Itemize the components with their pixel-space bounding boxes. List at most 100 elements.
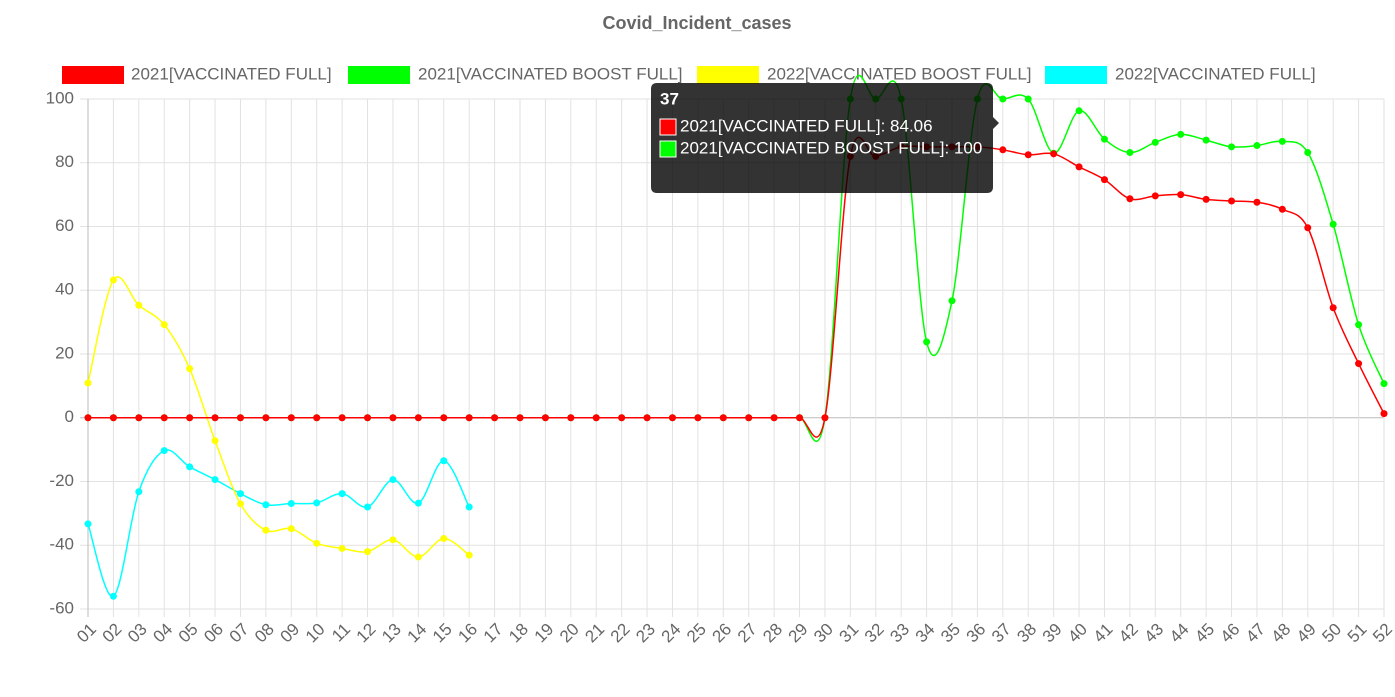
x-tick-label: 10 bbox=[302, 620, 329, 647]
series-line bbox=[87, 276, 470, 558]
data-point bbox=[440, 457, 448, 465]
series-line bbox=[87, 449, 470, 598]
data-point bbox=[999, 146, 1007, 154]
x-tick-label: 06 bbox=[200, 620, 227, 647]
x-tick-label: 46 bbox=[1217, 620, 1244, 647]
x-tick-label: 33 bbox=[886, 620, 913, 647]
x-tick-label: 02 bbox=[99, 620, 126, 647]
legend-label[interactable]: 2022[VACCINATED BOOST FULL] bbox=[767, 64, 1032, 83]
data-point bbox=[1278, 205, 1286, 213]
data-point bbox=[1253, 198, 1261, 206]
x-tick-label: 13 bbox=[378, 620, 405, 647]
data-point bbox=[1380, 410, 1388, 418]
x-tick-label: 24 bbox=[658, 620, 685, 647]
legend-swatch[interactable] bbox=[348, 66, 410, 84]
tooltip-item: 2021[VACCINATED FULL]: 84.06 bbox=[680, 116, 933, 135]
data-point bbox=[1177, 191, 1185, 199]
x-tick-label: 34 bbox=[912, 620, 939, 647]
x-tick-label: 37 bbox=[988, 620, 1015, 647]
data-point bbox=[618, 414, 626, 422]
data-point bbox=[1329, 220, 1337, 228]
data-point bbox=[1126, 195, 1134, 203]
data-point bbox=[160, 447, 168, 455]
data-point bbox=[338, 414, 346, 422]
x-tick-label: 14 bbox=[404, 620, 431, 647]
data-point bbox=[389, 476, 397, 484]
data-point bbox=[1075, 107, 1083, 115]
data-point bbox=[1304, 149, 1312, 157]
legend-label[interactable]: 2021[VACCINATED BOOST FULL] bbox=[418, 64, 683, 83]
y-tick-label: -40 bbox=[49, 535, 74, 554]
data-point bbox=[414, 499, 422, 507]
data-point bbox=[1050, 150, 1058, 158]
x-tick-label: 18 bbox=[505, 620, 532, 647]
data-point bbox=[796, 414, 804, 422]
y-tick-label: 100 bbox=[46, 88, 74, 107]
data-point bbox=[1126, 149, 1134, 157]
data-point bbox=[1228, 197, 1236, 205]
y-tick-label: 60 bbox=[55, 216, 74, 235]
x-tick-label: 51 bbox=[1344, 620, 1371, 647]
data-point bbox=[186, 414, 194, 422]
data-point bbox=[567, 414, 575, 422]
y-tick-label: -20 bbox=[49, 471, 74, 490]
x-tick-label: 16 bbox=[454, 620, 481, 647]
data-point bbox=[160, 414, 168, 422]
x-tick-label: 11 bbox=[328, 620, 354, 646]
data-point bbox=[516, 414, 524, 422]
x-tick-label: 31 bbox=[836, 620, 863, 647]
data-point bbox=[948, 297, 956, 305]
data-point bbox=[465, 551, 473, 559]
data-point bbox=[135, 301, 143, 309]
legend-swatch[interactable] bbox=[62, 66, 124, 84]
data-point bbox=[262, 501, 270, 509]
x-tick-label: 40 bbox=[1064, 620, 1091, 647]
y-tick-label: -60 bbox=[49, 598, 74, 617]
data-point bbox=[1304, 224, 1312, 232]
x-tick-label: 32 bbox=[861, 620, 888, 647]
legend-label[interactable]: 2021[VACCINATED FULL] bbox=[131, 64, 332, 83]
data-point bbox=[109, 592, 117, 600]
legend-swatch[interactable] bbox=[697, 66, 759, 84]
x-tick-label: 25 bbox=[683, 620, 710, 647]
data-point bbox=[1024, 95, 1032, 103]
plot bbox=[84, 74, 1388, 600]
data-point bbox=[84, 520, 92, 528]
chart-title: Covid_Incident_cases bbox=[602, 13, 791, 33]
x-tick-label: 09 bbox=[276, 620, 303, 647]
data-point bbox=[440, 414, 448, 422]
data-point bbox=[236, 490, 244, 498]
x-tick-label: 52 bbox=[1369, 620, 1395, 647]
data-point bbox=[1380, 380, 1388, 388]
x-tick-label: 49 bbox=[1293, 620, 1320, 647]
x-tick-label: 29 bbox=[785, 620, 812, 647]
data-point bbox=[414, 414, 422, 422]
x-tick-label: 12 bbox=[353, 620, 380, 647]
x-tick-label: 26 bbox=[708, 620, 735, 647]
data-point bbox=[440, 535, 448, 543]
y-tick-label: 20 bbox=[55, 343, 74, 362]
data-point bbox=[465, 414, 473, 422]
x-tick-label: 35 bbox=[937, 620, 964, 647]
x-tick-label: 07 bbox=[226, 620, 253, 647]
data-point bbox=[491, 414, 499, 422]
x-tick-label: 08 bbox=[251, 620, 278, 647]
x-tick-label: 03 bbox=[124, 620, 151, 647]
data-point bbox=[236, 500, 244, 508]
x-tick-label: 45 bbox=[1191, 620, 1218, 647]
data-point bbox=[84, 414, 92, 422]
data-point bbox=[211, 414, 219, 422]
data-point bbox=[338, 544, 346, 552]
data-point bbox=[262, 414, 270, 422]
legend-swatch[interactable] bbox=[1045, 66, 1107, 84]
x-tick-label: 04 bbox=[149, 620, 176, 647]
tooltip-item: 2021[VACCINATED BOOST FULL]: 100 bbox=[680, 138, 982, 157]
data-point bbox=[1202, 195, 1210, 203]
x-tick-label: 39 bbox=[1039, 620, 1066, 647]
data-point bbox=[364, 503, 372, 511]
legend-label[interactable]: 2022[VACCINATED FULL] bbox=[1115, 64, 1316, 83]
y-tick-label: 80 bbox=[55, 152, 74, 171]
data-point bbox=[668, 414, 676, 422]
data-point bbox=[1329, 304, 1337, 312]
